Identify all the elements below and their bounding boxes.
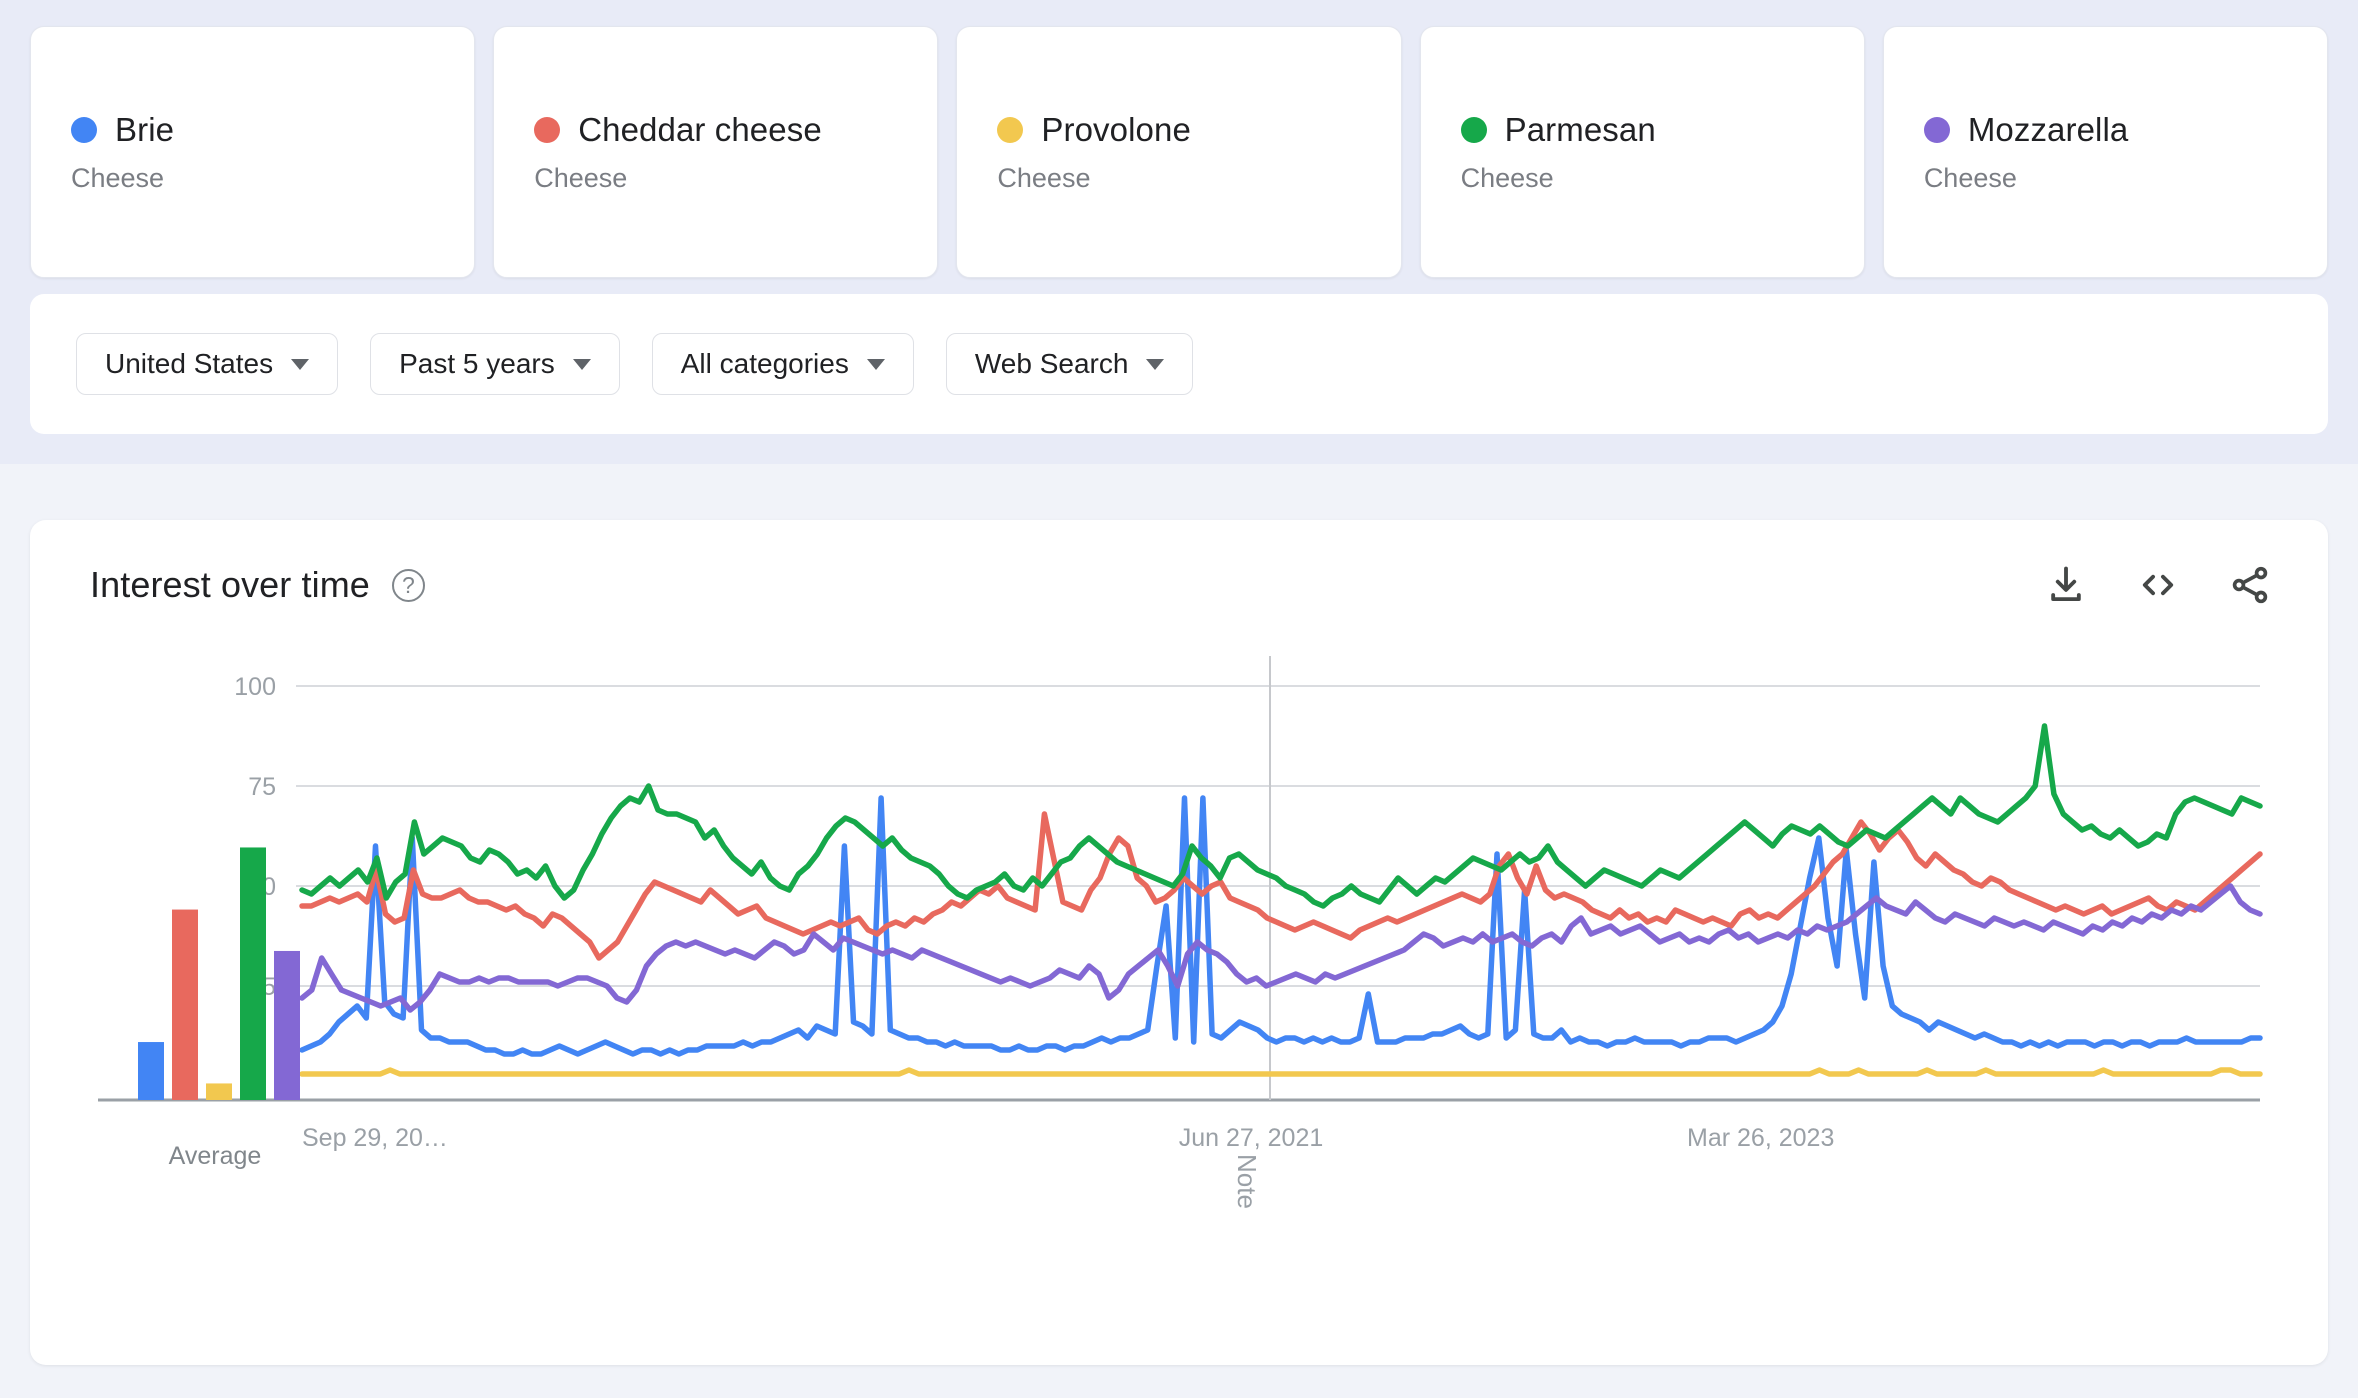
svg-text:75: 75 <box>248 773 276 801</box>
term-type: Cheese <box>997 162 1091 193</box>
chart-actions <box>2044 563 2272 607</box>
chevron-down-icon <box>866 358 885 370</box>
download-icon[interactable] <box>2044 563 2088 607</box>
svg-text:Mar 26, 2023: Mar 26, 2023 <box>1687 1124 1834 1152</box>
search-terms-row: Brie Cheese Cheddar cheese Cheese Provol… <box>30 26 2329 278</box>
term-head: Parmesan <box>1460 110 1824 149</box>
term-head: Cheddar cheese <box>534 111 897 149</box>
filter-timerange-label: Past 5 years <box>399 348 555 379</box>
filter-timerange[interactable]: Past 5 years <box>370 333 620 395</box>
chart-header: Interest over time ? <box>30 520 2328 650</box>
term-card-4[interactable]: Mozzarella Cheese <box>1882 26 2329 278</box>
term-card-2[interactable]: Provolone Cheese <box>956 26 1402 278</box>
filter-category-label: All categories <box>680 348 849 379</box>
help-icon[interactable]: ? <box>391 568 425 602</box>
term-card-3[interactable]: Parmesan Cheese <box>1419 26 1865 278</box>
term-head: Provolone <box>997 111 1360 149</box>
term-type: Cheese <box>1460 162 1554 193</box>
term-type: Cheese <box>534 162 628 193</box>
term-color-dot-icon <box>1460 116 1487 143</box>
page-title: Interest over time <box>90 564 370 605</box>
term-name: Parmesan <box>1504 110 1656 148</box>
note-annotation-label: Note <box>1232 1154 1262 1209</box>
svg-text:Jun 27, 2021: Jun 27, 2021 <box>1179 1124 1324 1152</box>
term-name: Mozzarella <box>1967 110 2129 148</box>
svg-text:Sep 29, 20…: Sep 29, 20… <box>302 1124 448 1152</box>
share-icon[interactable] <box>2228 563 2272 607</box>
filter-region[interactable]: United States <box>76 333 339 395</box>
term-color-dot-icon <box>534 116 561 143</box>
filter-search-type[interactable]: Web Search <box>945 333 1194 395</box>
term-card-1[interactable]: Cheddar cheese Cheese <box>493 26 939 278</box>
filter-region-label: United States <box>105 348 274 379</box>
filter-category[interactable]: All categories <box>651 333 914 395</box>
term-name: Brie <box>115 110 175 148</box>
code-embed-icon[interactable] <box>2136 563 2180 607</box>
chevron-down-icon <box>1146 358 1165 370</box>
chevron-down-icon <box>291 358 310 370</box>
filter-bar: United States Past 5 years All categorie… <box>30 294 2328 434</box>
interest-over-time-card: Interest over time ? <box>30 520 2328 1365</box>
term-color-dot-icon <box>1923 116 1950 143</box>
term-name: Provolone <box>1041 110 1191 148</box>
term-type: Cheese <box>71 162 165 193</box>
average-axis-label: Average <box>168 1142 262 1170</box>
term-name: Cheddar cheese <box>578 110 822 148</box>
filter-search-type-label: Web Search <box>974 348 1129 379</box>
term-color-dot-icon <box>997 116 1024 143</box>
term-color-dot-icon <box>71 116 97 143</box>
chevron-down-icon <box>572 358 591 370</box>
term-card-0[interactable]: Brie Cheese <box>30 26 476 278</box>
chart-title-wrap: Interest over time ? <box>90 564 425 606</box>
svg-text:100: 100 <box>234 673 276 701</box>
term-head: Brie <box>71 111 434 149</box>
term-head: Mozzarella <box>1923 110 2287 149</box>
term-type: Cheese <box>1923 162 2017 193</box>
